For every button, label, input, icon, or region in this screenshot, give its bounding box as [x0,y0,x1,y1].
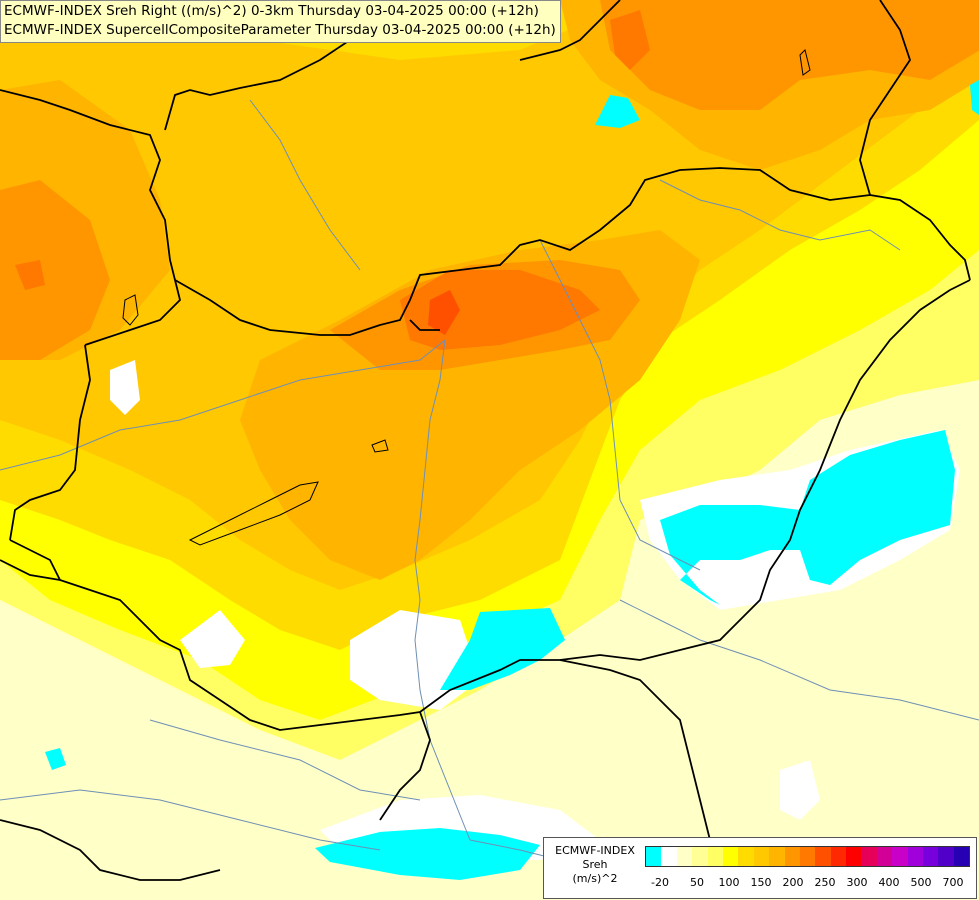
legend-swatch [646,847,662,866]
legend-swatch [722,847,739,866]
legend-tick-label: 150 [750,876,772,889]
legend-swatch [753,847,770,866]
legend-caption-line3: (m/s)^2 [572,872,618,885]
legend-swatch [738,847,754,866]
legend-swatch [907,847,924,866]
legend-swatch [892,847,908,866]
legend-tick-label: 700 [942,876,964,889]
legend-caption-line2: Sreh [582,858,608,871]
legend-tick-label: 100 [718,876,740,889]
field-cyan-ne [970,80,979,115]
color-legend: ECMWF-INDEX Sreh (m/s)^2 -20 50 100 150 200 2… [543,837,977,899]
legend-swatch [953,847,970,866]
legend-swatch [769,847,785,866]
legend-caption: ECMWF-INDEX Sreh (m/s)^2 [550,844,640,886]
legend-swatch [938,847,954,866]
field-orange-ne-2 [600,0,979,110]
field-pale-south [0,400,979,900]
field-cyan-east [660,430,955,605]
field-white-4 [780,760,820,820]
legend-tick-label: 200 [782,876,804,889]
legend-tick-label: 250 [814,876,836,889]
legend-caption-line1: ECMWF-INDEX [555,844,635,857]
legend-ticks: -20 50 100 150 200 250 300 400 500 700 [645,876,970,890]
legend-swatch [784,847,800,866]
field-red-ne [610,10,650,70]
field-cyan-south [440,608,565,690]
field-red-core [428,290,460,335]
legend-swatch [861,847,877,866]
legend-swatch [799,847,816,866]
legend-tick-label: 50 [690,876,704,889]
field-cyan-sw [315,828,540,880]
legend-swatch [815,847,831,866]
field-orange [0,180,110,360]
map-title-box: ECMWF-INDEX Sreh Right ((m/s)^2) 0-3km T… [0,0,561,43]
title-sreh: ECMWF-INDEX Sreh Right ((m/s)^2) 0-3km T… [4,3,539,19]
legend-swatch [707,847,723,866]
legend-tick-label: 400 [878,876,900,889]
legend-tick-label: 300 [846,876,868,889]
field-red-w [15,260,45,290]
borders [0,0,971,881]
legend-swatch [830,847,847,866]
legend-swatch [876,847,893,866]
legend-tick-label: 500 [910,876,932,889]
legend-swatch [676,847,693,866]
field-cyan-n [595,95,640,128]
lakes [122,49,811,546]
legend-swatch [661,847,677,866]
legend-swatch [923,847,939,866]
field-white-5 [110,360,140,415]
legend-swatch [692,847,708,866]
field-white-1 [180,610,245,668]
field-cyan-w [45,748,66,770]
legend-swatches [645,846,971,867]
legend-swatch [846,847,862,866]
legend-tick-label: -20 [651,876,669,889]
title-scp: ECMWF-INDEX SupercellCompositeParameter … [4,22,556,38]
